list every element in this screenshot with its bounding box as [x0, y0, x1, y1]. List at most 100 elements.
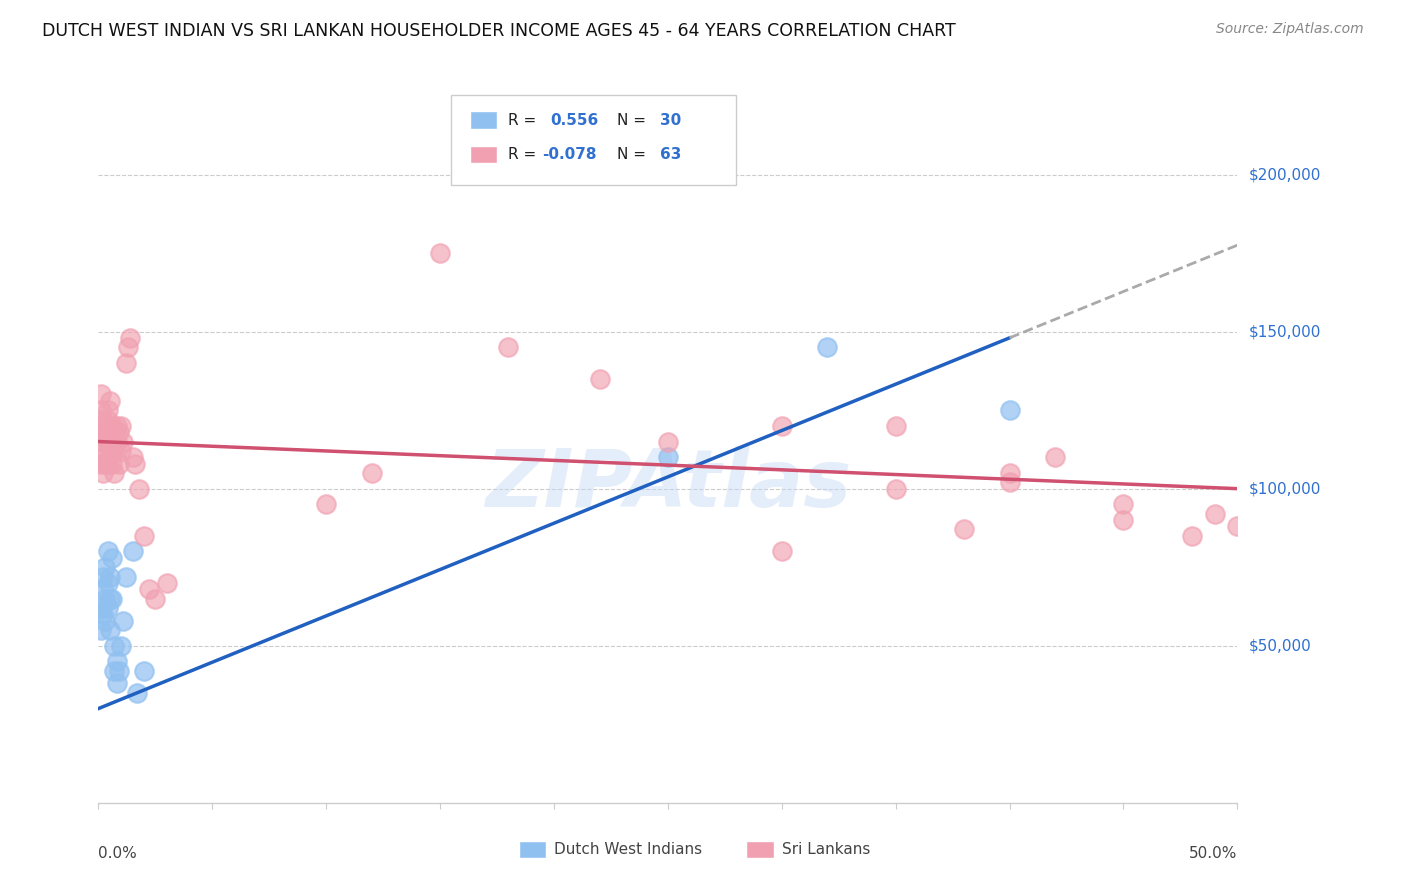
Point [110, 444, 132, 458]
Point [108, 457, 131, 471]
Point [94, 418, 117, 433]
Text: R =: R = [509, 147, 537, 162]
Point [98, 591, 121, 606]
Text: DUTCH WEST INDIAN VS SRI LANKAN HOUSEHOLDER INCOME AGES 45 - 64 YEARS CORRELATIO: DUTCH WEST INDIAN VS SRI LANKAN HOUSEHOL… [42, 22, 956, 40]
Text: Sri Lankans: Sri Lankans [782, 842, 870, 857]
Point [101, 444, 124, 458]
Point [657, 434, 679, 449]
Point [101, 457, 124, 471]
Point [103, 639, 125, 653]
Point [112, 434, 135, 449]
Point [103, 664, 125, 678]
Point [101, 418, 124, 433]
Point [91, 569, 114, 583]
Point [98, 434, 121, 449]
Point [96, 434, 118, 449]
Text: $150,000: $150,000 [1249, 324, 1322, 339]
Point [103, 444, 125, 458]
Point [884, 482, 907, 496]
Point [953, 523, 976, 537]
Text: Source: ZipAtlas.com: Source: ZipAtlas.com [1216, 22, 1364, 37]
Point [108, 664, 131, 678]
FancyBboxPatch shape [470, 146, 498, 163]
Point [105, 418, 128, 433]
Point [498, 340, 520, 354]
Text: $50,000: $50,000 [1249, 639, 1312, 653]
Point [101, 591, 124, 606]
Point [98, 569, 121, 583]
Text: R =: R = [509, 112, 537, 128]
Point [90, 387, 112, 401]
Point [94, 614, 117, 628]
Point [90, 403, 112, 417]
Point [90, 425, 112, 439]
Point [105, 655, 128, 669]
Point [998, 403, 1021, 417]
Point [98, 450, 121, 465]
Point [110, 639, 132, 653]
Point [998, 466, 1021, 480]
Point [90, 418, 112, 433]
Point [94, 591, 117, 606]
Point [94, 560, 117, 574]
Point [657, 450, 679, 465]
Point [588, 372, 610, 386]
Point [94, 444, 117, 458]
Point [91, 434, 114, 449]
Point [1204, 507, 1226, 521]
Point [96, 575, 118, 590]
Point [112, 614, 135, 628]
Point [103, 425, 125, 439]
Point [132, 664, 155, 678]
Point [128, 482, 150, 496]
Point [105, 434, 128, 449]
Text: ZIPAtlas: ZIPAtlas [485, 446, 851, 524]
Point [96, 601, 118, 615]
Point [1112, 513, 1135, 527]
Point [96, 457, 118, 471]
Point [98, 393, 121, 408]
Text: $200,000: $200,000 [1249, 167, 1322, 182]
Point [132, 529, 155, 543]
Point [91, 466, 114, 480]
Text: 50.0%: 50.0% [1189, 847, 1237, 861]
Point [114, 356, 136, 370]
Point [120, 331, 142, 345]
Point [91, 450, 114, 465]
Point [1112, 497, 1135, 511]
Text: Dutch West Indians: Dutch West Indians [554, 842, 702, 857]
Point [429, 246, 451, 260]
Point [91, 607, 114, 622]
Point [121, 544, 143, 558]
Point [815, 340, 838, 354]
Point [360, 466, 382, 480]
Text: 30: 30 [659, 112, 681, 128]
Text: N =: N = [617, 147, 645, 162]
Point [101, 550, 124, 565]
FancyBboxPatch shape [470, 112, 498, 128]
Point [108, 425, 131, 439]
Point [103, 466, 125, 480]
Point [117, 340, 139, 354]
Text: 0.0%: 0.0% [98, 847, 138, 861]
Point [90, 623, 112, 637]
Text: N =: N = [617, 112, 645, 128]
Point [94, 425, 117, 439]
Point [91, 412, 114, 426]
Text: -0.078: -0.078 [543, 147, 598, 162]
Point [121, 450, 143, 465]
Text: 0.556: 0.556 [551, 112, 599, 128]
Point [315, 497, 337, 511]
Point [98, 623, 121, 637]
FancyBboxPatch shape [519, 841, 546, 858]
FancyBboxPatch shape [451, 95, 737, 185]
Point [90, 601, 112, 615]
Point [1181, 529, 1204, 543]
Point [770, 418, 793, 433]
FancyBboxPatch shape [747, 841, 773, 858]
Point [156, 575, 179, 590]
Point [884, 418, 907, 433]
Point [96, 403, 118, 417]
Point [96, 544, 118, 558]
Point [127, 686, 149, 700]
